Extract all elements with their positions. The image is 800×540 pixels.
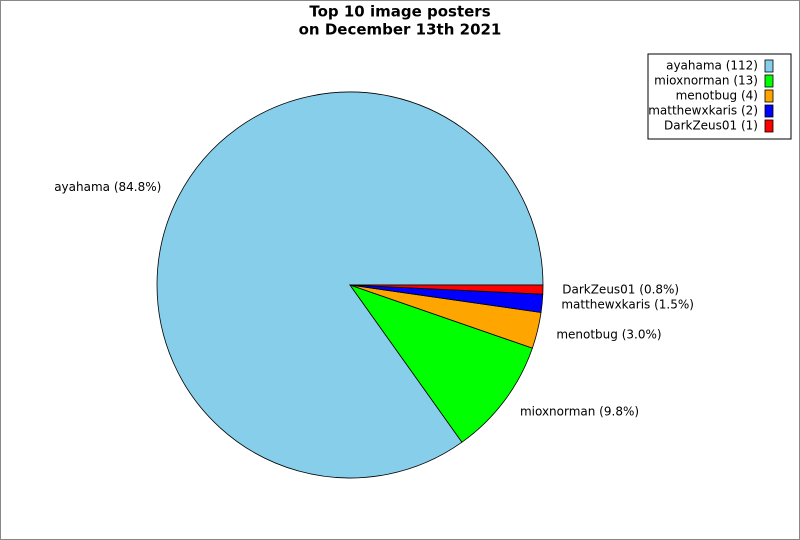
legend-swatch bbox=[764, 104, 774, 118]
pie-slice bbox=[349, 284, 544, 295]
slice-label: menotbug (3.0%) bbox=[556, 328, 661, 342]
slice-label: DarkZeus01 (0.8%) bbox=[562, 283, 679, 297]
legend-label: ayahama (112) bbox=[666, 59, 758, 73]
legend-swatch bbox=[764, 119, 774, 133]
legend-label: DarkZeus01 (1) bbox=[664, 119, 758, 133]
slice-label: mioxnorman (9.8%) bbox=[520, 405, 639, 419]
legend-label: mioxnorman (13) bbox=[654, 74, 758, 88]
legend-label: matthewxkaris (2) bbox=[648, 104, 758, 118]
legend-swatch bbox=[764, 89, 774, 103]
legend-label: menotbug (4) bbox=[676, 89, 758, 103]
pie-slice bbox=[348, 284, 533, 443]
legend-swatch bbox=[764, 74, 774, 88]
slice-label: matthewxkaris (1.5%) bbox=[561, 298, 694, 312]
legend-swatch bbox=[764, 59, 774, 73]
chart-title: on December 13th 2021 bbox=[299, 21, 502, 39]
slice-label: ayahama (84.8%) bbox=[54, 180, 161, 194]
chart-title: Top 10 image posters bbox=[309, 3, 490, 21]
